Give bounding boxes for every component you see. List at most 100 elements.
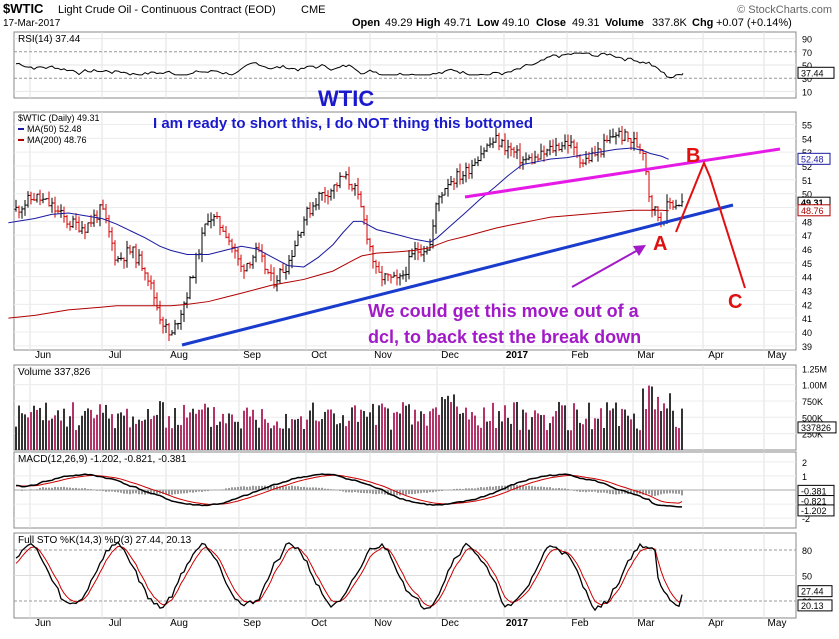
volume-bar xyxy=(204,403,206,450)
volume-bar xyxy=(111,414,113,450)
volume-bar xyxy=(537,413,539,450)
price-tick-label: 51 xyxy=(802,176,812,186)
volume-bar xyxy=(246,407,248,450)
volume-bar xyxy=(171,428,173,450)
annotation-short-note-part: I am ready to short this, I do xyxy=(153,115,357,132)
volume-bar xyxy=(453,394,455,450)
volume-bar xyxy=(15,426,17,450)
volume-bar xyxy=(390,429,392,450)
volume-bar xyxy=(447,395,449,450)
volume-bar xyxy=(243,410,245,450)
volume-bar xyxy=(48,420,50,450)
volume-bar xyxy=(195,413,197,450)
volume-bar xyxy=(414,409,416,450)
annotation-short-note-part: thing this bottomed xyxy=(389,115,533,132)
price-value-tag xyxy=(797,204,831,217)
volume-bar xyxy=(666,408,668,450)
rsi-value-tag xyxy=(797,66,835,79)
volume-bar xyxy=(282,428,284,450)
volume-bar xyxy=(300,416,302,450)
volume-bar xyxy=(501,421,503,450)
volume-bar xyxy=(543,414,545,450)
volume-bar xyxy=(534,410,536,450)
volume-bar xyxy=(495,428,497,450)
price-tick-label: 52 xyxy=(802,162,812,172)
volume-value-tag xyxy=(797,421,837,434)
macd-value-label: -1.202 xyxy=(801,506,827,516)
volume-bar xyxy=(51,418,53,450)
sto-value-label: 27.44 xyxy=(801,587,824,597)
month-tick-label: May xyxy=(768,618,787,629)
volume-bar xyxy=(228,413,230,450)
volume-bar xyxy=(615,402,617,450)
volume-label: Volume xyxy=(605,17,644,29)
ohlc-readout: Open 49.29 High 49.71 Low 49.10 Close 49… xyxy=(352,17,792,29)
volume-bar xyxy=(270,428,272,450)
volume-bar xyxy=(348,420,350,450)
high-value: 49.71 xyxy=(444,17,472,29)
volume-bar xyxy=(78,425,80,450)
volume-bar xyxy=(168,416,170,450)
annotation-short-note-part: NOT xyxy=(357,115,389,132)
volume-bar xyxy=(252,409,254,450)
month-tick-label: Jun xyxy=(35,618,51,629)
price-value-label: 52.48 xyxy=(801,154,824,164)
volume-bar xyxy=(132,416,134,450)
price-tick-label: 42 xyxy=(802,300,812,310)
volume-bar xyxy=(546,430,548,450)
volume-bar xyxy=(84,410,86,450)
volume-bar xyxy=(306,419,308,450)
watermark: © StockCharts.com xyxy=(737,4,832,16)
chart-exchange: CME xyxy=(301,4,325,16)
volume-bar xyxy=(69,416,71,450)
macd-value-label: -0.381 xyxy=(801,486,827,496)
volume-bar xyxy=(159,401,161,450)
volume-bar xyxy=(456,406,458,450)
price-legend-symbol: $WTIC (Daily) 49.31 xyxy=(18,113,100,123)
annotation-title: WTIC xyxy=(318,86,374,111)
volume-bar xyxy=(408,404,410,450)
volume-bar xyxy=(570,430,572,450)
price-tick-label: 44 xyxy=(802,273,812,283)
macd-line xyxy=(15,473,683,508)
month-tick-label: Jun xyxy=(35,350,51,361)
volume-bar xyxy=(489,420,491,450)
volume-bar xyxy=(156,414,158,450)
volume-bar xyxy=(93,418,95,450)
volume-bar xyxy=(225,423,227,450)
chart-description: Light Crude Oil - Continuous Contract (E… xyxy=(58,4,276,16)
month-tick-label: Oct xyxy=(311,618,327,629)
price-tick-label: 54 xyxy=(802,134,812,144)
volume-bar xyxy=(444,399,446,450)
volume-bar xyxy=(366,416,368,450)
volume-bar xyxy=(351,407,353,450)
volume-bar xyxy=(639,430,641,450)
month-tick-label: Jul xyxy=(109,350,122,361)
volume-bar xyxy=(180,425,182,450)
volume-bar xyxy=(678,428,680,450)
volume-bar xyxy=(513,402,515,450)
volume-value-label: 337826 xyxy=(801,423,831,433)
volume-bar xyxy=(312,402,314,450)
volume-value: 337.8K xyxy=(652,17,688,29)
ma50-legend-label: MA(50) 52.48 xyxy=(27,124,82,134)
volume-bar xyxy=(540,415,542,450)
volume-bar xyxy=(240,428,242,450)
volume-bar xyxy=(600,408,602,450)
month-tick-label: Nov xyxy=(374,618,392,629)
volume-bar xyxy=(621,408,623,450)
volume-bar xyxy=(255,419,257,450)
month-tick-label: 2017 xyxy=(506,350,529,361)
chg-value: +0.07 (+0.14%) xyxy=(716,17,792,29)
month-tick-label: Mar xyxy=(637,350,655,361)
macd-tick-label: 1 xyxy=(802,472,807,482)
volume-bar xyxy=(561,405,563,450)
volume-bar xyxy=(258,427,260,450)
sto-label: Full STO %K(14,3) %D(3) 27.44, 20.13 xyxy=(18,535,192,546)
price-tick-label: 43 xyxy=(802,287,812,297)
volume-bar xyxy=(27,417,29,450)
annotation-arrow-head xyxy=(633,245,646,256)
volume-bar xyxy=(642,388,644,450)
volume-bar xyxy=(507,417,509,450)
